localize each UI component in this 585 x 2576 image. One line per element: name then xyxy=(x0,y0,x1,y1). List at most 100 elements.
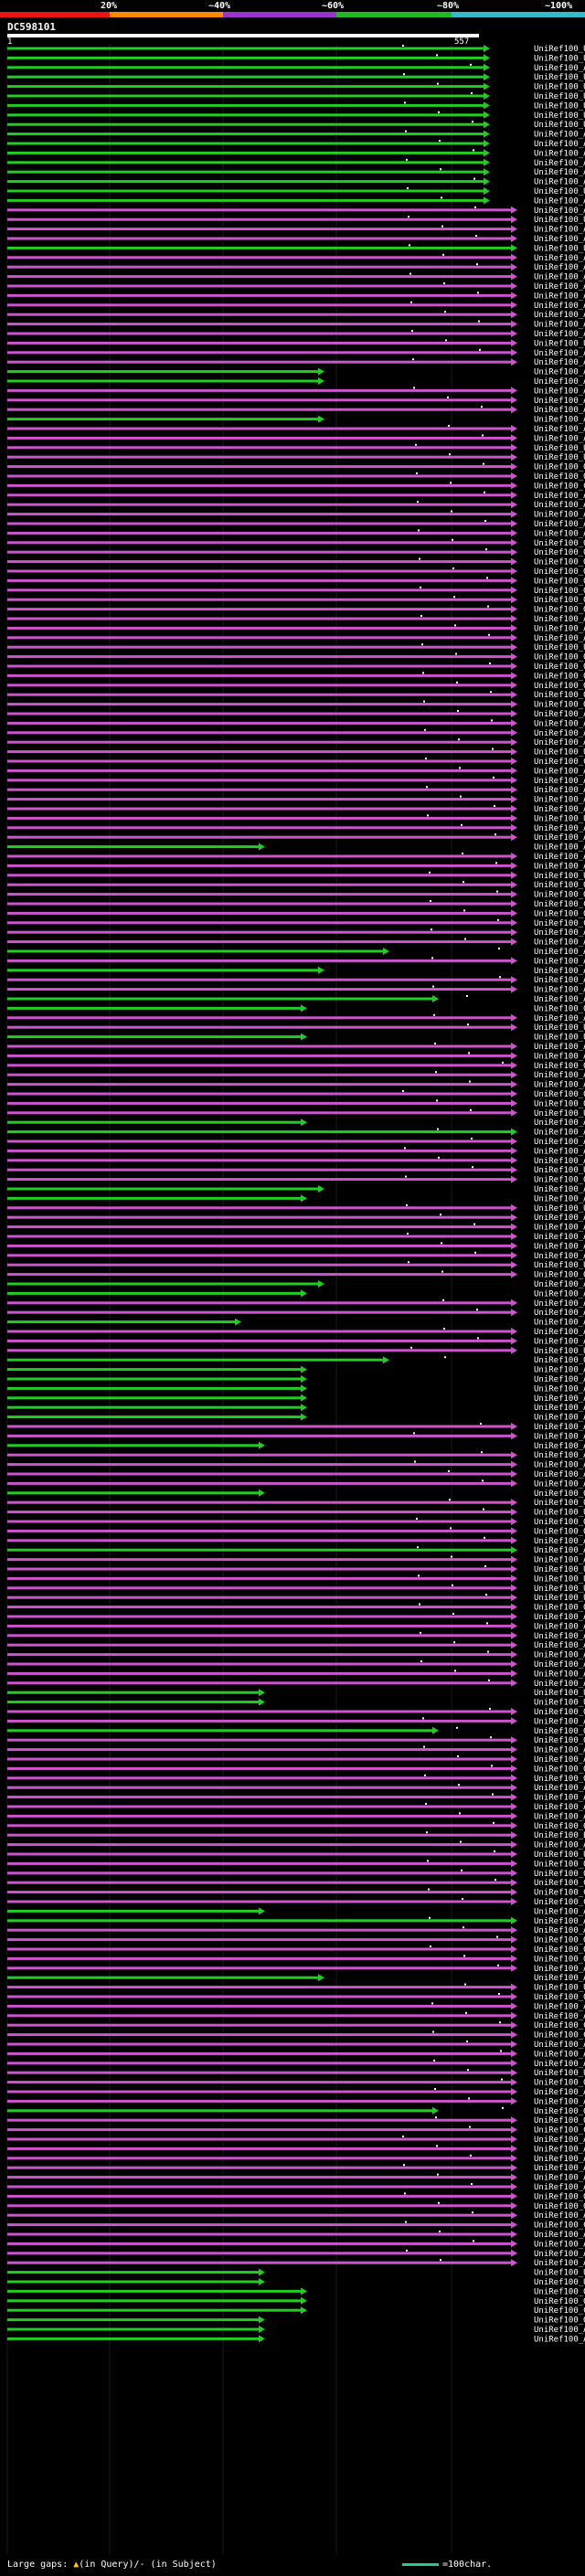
hit-bar[interactable] xyxy=(7,503,512,506)
hit-label[interactable]: UniRef100_A5BWP4 xyxy=(534,1841,585,1850)
hit-label[interactable]: UniRef100_Q6L300 xyxy=(534,2202,585,2211)
hit-bar[interactable] xyxy=(7,284,512,288)
hit-label[interactable]: UniRef100_Q9FJ17 xyxy=(534,2192,585,2201)
hit-bar[interactable] xyxy=(7,1481,512,1485)
hit-label[interactable]: UniRef100_Q23302 xyxy=(534,1736,585,1745)
hit-bar[interactable] xyxy=(7,798,512,801)
hit-label[interactable]: UniRef100_A5BK17 xyxy=(534,196,585,206)
hit-bar[interactable] xyxy=(7,1615,512,1618)
hit-bar[interactable] xyxy=(7,313,512,316)
hit-bar[interactable] xyxy=(7,2318,260,2322)
hit-label[interactable]: UniRef100_Q2JLA0 xyxy=(534,909,585,918)
hit-label[interactable]: UniRef100_A5AYL7 xyxy=(534,1717,585,1726)
hit-label[interactable]: UniRef100_A5B2M3 xyxy=(534,786,585,795)
hit-bar[interactable] xyxy=(7,1368,302,1372)
hit-bar[interactable] xyxy=(7,1701,260,1704)
hit-label[interactable]: UniRef100_Q9FV12 xyxy=(534,1860,585,1869)
hit-bar[interactable] xyxy=(7,1928,512,1932)
hit-label[interactable]: UniRef100_A5AWA4 xyxy=(534,1917,585,1926)
hit-bar[interactable] xyxy=(7,1719,512,1723)
hit-bar[interactable] xyxy=(7,1320,236,1324)
hit-label[interactable]: UniRef100_Q9S0Q5 xyxy=(534,567,585,577)
hit-label[interactable]: UniRef100_A5AYB0 xyxy=(534,159,585,168)
hit-bar[interactable] xyxy=(7,617,512,620)
hit-bar[interactable] xyxy=(7,588,512,592)
hit-bar[interactable] xyxy=(7,788,512,791)
hit-label[interactable]: UniRef100_Q9CT94 xyxy=(534,558,585,567)
hit-label[interactable]: UniRef100_UPI000.. xyxy=(534,748,585,758)
hit-bar[interactable] xyxy=(7,2071,512,2074)
hit-label[interactable]: UniRef100_A5AXM3 xyxy=(534,853,585,862)
hit-label[interactable]: UniRef100_UPI000.. xyxy=(534,1109,585,1118)
hit-bar[interactable] xyxy=(7,1339,512,1342)
hit-bar[interactable] xyxy=(7,2099,512,2103)
hit-bar[interactable] xyxy=(7,1861,512,1865)
hit-bar[interactable] xyxy=(7,883,512,886)
hit-label[interactable]: UniRef100_Q9LA08 xyxy=(534,596,585,605)
hit-bar[interactable] xyxy=(7,2204,512,2208)
hit-label[interactable]: UniRef100_A5B6P6 xyxy=(534,1660,585,1670)
hit-label[interactable]: UniRef100_Q9S0Q1 xyxy=(534,587,585,596)
hit-bar[interactable] xyxy=(7,1025,512,1029)
hit-label[interactable]: UniRef100_C5Y9F22 xyxy=(534,2126,585,2136)
hit-label[interactable]: UniRef100_A5C9D0 xyxy=(534,1965,585,1974)
hit-bar[interactable] xyxy=(7,655,512,659)
hit-bar[interactable] xyxy=(7,1244,512,1247)
hit-label[interactable]: UniRef100_Q9SN55 xyxy=(534,1090,585,1099)
hit-bar[interactable] xyxy=(7,1900,512,1903)
hit-label[interactable]: UniRef100_Q9S5B1 xyxy=(534,1271,585,1280)
hit-label[interactable]: UniRef100_A5AHP0 xyxy=(534,1147,585,1156)
hit-label[interactable]: UniRef100_Q9SUP0 xyxy=(534,1708,585,1717)
hit-label[interactable]: UniRef100_Q7XH21 xyxy=(534,1004,585,1013)
hit-bar[interactable] xyxy=(7,807,512,811)
hit-bar[interactable] xyxy=(7,293,512,297)
hit-bar[interactable] xyxy=(7,1405,302,1409)
hit-label[interactable]: UniRef100_UPI000.. xyxy=(534,45,585,54)
hit-label[interactable]: UniRef100_A5AJG2 xyxy=(534,938,585,948)
hit-bar[interactable] xyxy=(7,2271,260,2274)
hit-label[interactable]: UniRef100_A5AZ64 xyxy=(534,2145,585,2154)
hit-bar[interactable] xyxy=(7,2109,433,2113)
hit-label[interactable]: UniRef100_A5BSU7 xyxy=(534,1384,585,1394)
hit-label[interactable]: UniRef100_A5C216 xyxy=(534,1289,585,1299)
hit-bar[interactable] xyxy=(7,1814,512,1818)
hit-label[interactable]: UniRef100_UPI000.. xyxy=(534,1984,585,1993)
hit-bar[interactable] xyxy=(7,2176,512,2179)
hit-label[interactable]: UniRef100_Q9FW63 xyxy=(534,653,585,663)
hit-label[interactable]: UniRef100_A5B7P0 xyxy=(534,1319,585,1328)
hit-label[interactable]: UniRef100_UPI000.. xyxy=(534,1509,585,1518)
hit-label[interactable]: UniRef100_A5BGZ5 xyxy=(534,492,585,501)
hit-bar[interactable] xyxy=(7,189,484,193)
hit-bar[interactable] xyxy=(7,1586,512,1590)
hit-bar[interactable] xyxy=(7,1824,512,1828)
hit-bar[interactable] xyxy=(7,703,512,706)
hit-bar[interactable] xyxy=(7,2261,512,2264)
hit-label[interactable]: UniRef100_Q9M7Q9 xyxy=(534,2287,585,2296)
hit-bar[interactable] xyxy=(7,1691,260,1694)
hit-label[interactable]: UniRef100_UPI000.. xyxy=(534,1023,585,1033)
hit-label[interactable]: UniRef100_A5B1R7 xyxy=(534,2097,585,2106)
hit-label[interactable]: UniRef100_A5AJX8 xyxy=(534,387,585,396)
hit-label[interactable]: UniRef100_Q9S0Q2 xyxy=(534,577,585,586)
hit-bar[interactable] xyxy=(7,1995,512,1998)
hit-bar[interactable] xyxy=(7,2004,512,2008)
hit-bar[interactable] xyxy=(7,854,512,858)
hit-bar[interactable] xyxy=(7,893,512,896)
hit-bar[interactable] xyxy=(7,969,319,972)
hit-label[interactable]: UniRef100_A5AWA4 xyxy=(534,1138,585,1147)
hit-label[interactable]: UniRef100_A5CBM0 xyxy=(534,511,585,520)
hit-label[interactable]: UniRef100_A5C006 xyxy=(534,235,585,244)
hit-bar[interactable] xyxy=(7,1415,302,1419)
hit-label[interactable]: UniRef100_A5BG76 xyxy=(534,2211,585,2221)
hit-bar[interactable] xyxy=(7,874,512,877)
hit-label[interactable]: UniRef100_A5BVN0 xyxy=(534,1366,585,1375)
hit-label[interactable]: UniRef100_A5AQ04 xyxy=(534,178,585,187)
hit-bar[interactable] xyxy=(7,1225,512,1229)
hit-label[interactable]: UniRef100_A5BVF3 xyxy=(534,824,585,833)
hit-label[interactable]: UniRef100_A5AYW8 xyxy=(534,1224,585,1233)
hit-bar[interactable] xyxy=(7,1558,512,1562)
hit-bar[interactable] xyxy=(7,1291,302,1295)
hit-label[interactable]: UniRef100_A5C275 xyxy=(534,710,585,719)
hit-label[interactable]: UniRef100_A5B728 xyxy=(534,1632,585,1641)
hit-label[interactable]: UniRef100_UPI000.. xyxy=(534,643,585,652)
